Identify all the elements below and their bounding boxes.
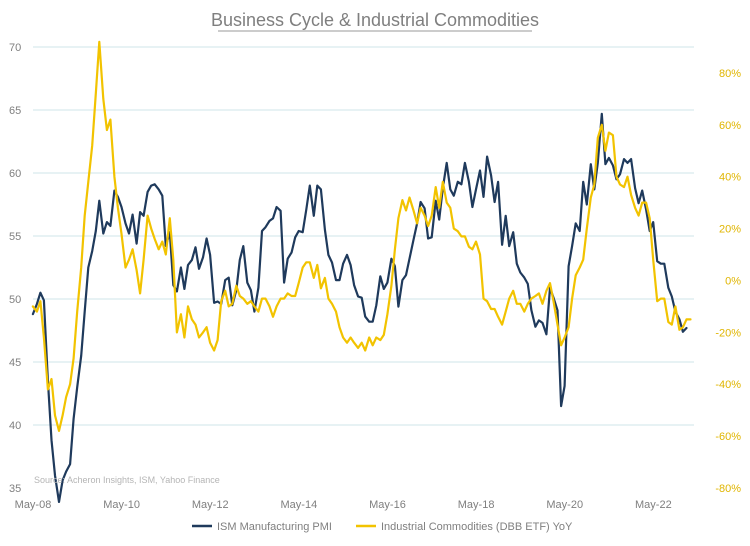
y-left-tick-label: 55 — [9, 231, 21, 243]
x-tick-label: May-22 — [635, 499, 672, 511]
x-tick-label: May-10 — [103, 499, 140, 511]
x-tick-label: May-20 — [546, 499, 583, 511]
series-line-pmi — [31, 112, 688, 503]
y-right-tick-label: 80% — [719, 68, 741, 80]
y-left-tick-label: 45 — [9, 357, 21, 369]
y-right-tick-label: 40% — [719, 172, 741, 184]
series-line-commodities — [31, 40, 692, 432]
y-left-tick-label: 50 — [9, 294, 21, 306]
y-right-tick-label: 60% — [719, 120, 741, 132]
legend: ISM Manufacturing PMI Industrial Commodi… — [192, 521, 573, 533]
right-axis-ticks: -80% -60% -40% -20% 0% 20% 40% 60% 80% — [715, 68, 741, 495]
gridlines — [33, 46, 694, 426]
x-tick-label: May-08 — [15, 499, 52, 511]
left-axis-ticks: 35 40 45 50 55 60 65 70 — [9, 42, 21, 495]
y-left-tick-label: 40 — [9, 420, 21, 432]
x-tick-label: May-16 — [369, 499, 406, 511]
x-tick-label: May-18 — [458, 499, 495, 511]
legend-label-pmi: ISM Manufacturing PMI — [217, 521, 332, 533]
y-left-tick-label: 70 — [9, 42, 21, 54]
x-tick-label: May-14 — [281, 499, 318, 511]
y-right-tick-label: -20% — [715, 327, 741, 339]
y-left-tick-label: 35 — [9, 483, 21, 495]
source-note: Source: Acheron Insights, ISM, Yahoo Fin… — [34, 475, 220, 485]
y-right-tick-label: 20% — [719, 224, 741, 236]
y-right-tick-label: -40% — [715, 379, 741, 391]
y-left-tick-label: 65 — [9, 105, 21, 117]
x-axis-ticks: May-08 May-10 May-12 May-14 May-16 May-18 May-… — [15, 499, 672, 511]
y-left-tick-label: 60 — [9, 168, 21, 180]
x-tick-label: May-12 — [192, 499, 229, 511]
chart-title: Business Cycle & Industrial Commodities — [211, 10, 539, 30]
y-right-tick-label: 0% — [725, 275, 741, 287]
legend-label-commodities: Industrial Commodities (DBB ETF) YoY — [381, 521, 573, 533]
series-lines — [31, 40, 692, 503]
y-right-tick-label: -60% — [715, 431, 741, 443]
y-right-tick-label: -80% — [715, 483, 741, 495]
